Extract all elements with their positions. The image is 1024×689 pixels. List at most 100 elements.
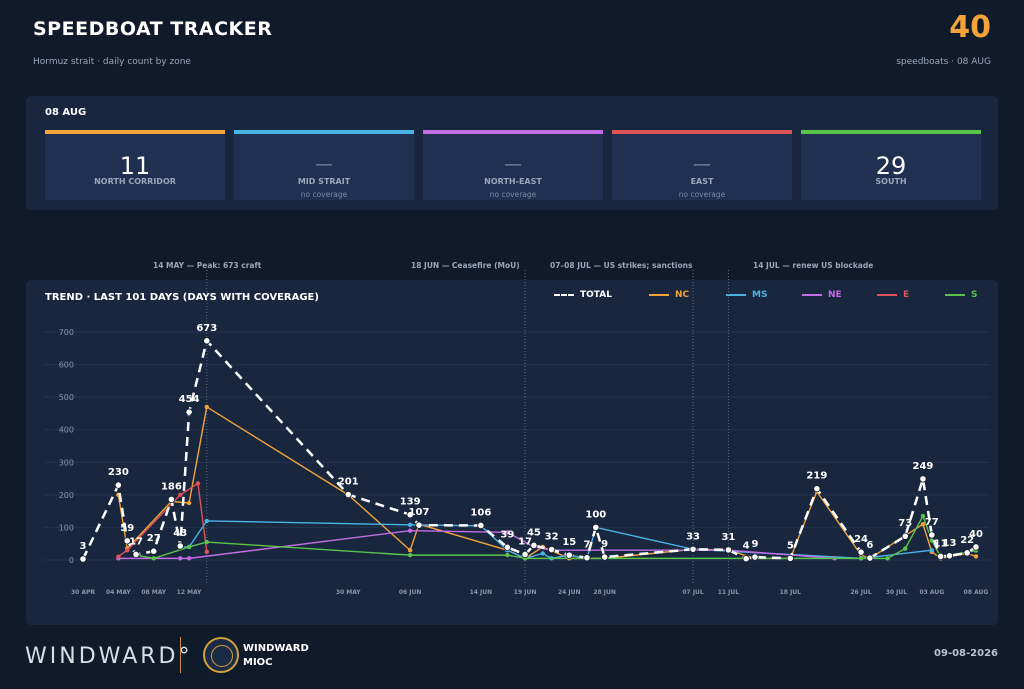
data-point-total — [742, 555, 750, 563]
org-name-line2: MIOC — [243, 657, 273, 668]
footer-divider — [180, 637, 181, 673]
data-label: 59 — [120, 523, 134, 534]
data-point-total — [132, 550, 140, 559]
data-point-s — [186, 544, 192, 550]
data-point-s — [407, 552, 413, 558]
zone-name: MID STRAIT — [297, 177, 351, 186]
x-tick-label: 08 MAY — [141, 589, 166, 596]
total-caption: speedboats · 08 AUG — [896, 57, 991, 67]
total-count: 40 — [949, 10, 991, 45]
data-label: 24 — [854, 534, 868, 545]
data-point-total — [919, 475, 927, 483]
windward-logo: WINDWARD° — [25, 644, 193, 669]
legend-label: NC — [675, 290, 690, 300]
legend-item-ne[interactable]: NE — [802, 290, 842, 300]
data-point-ms — [540, 551, 545, 556]
data-point-nc — [920, 521, 926, 527]
x-tick-label: 30 APR — [71, 589, 95, 596]
x-tick-label: 06 JUN — [399, 589, 422, 596]
x-tick-label: 30 JUL — [886, 589, 908, 596]
data-label: 230 — [108, 467, 129, 478]
zone-date: 08 AUG — [45, 107, 87, 118]
data-point-e — [178, 492, 183, 498]
data-point-total — [689, 545, 697, 553]
y-tick-label: 300 — [59, 458, 74, 467]
zone-value: 11 — [119, 152, 151, 180]
data-label: 3 — [80, 541, 87, 552]
data-point-nc — [204, 404, 209, 410]
zone-color-bar — [801, 130, 981, 134]
data-point-ne — [505, 530, 510, 535]
data-label: 186 — [161, 481, 182, 492]
x-tick-label: 24 JUN — [558, 589, 581, 596]
data-point-ms — [204, 518, 209, 524]
data-point-total — [972, 543, 980, 551]
data-point-total — [928, 531, 936, 539]
legend-line — [649, 294, 669, 296]
event-label-ceasefire: 18 JUN — Ceasefire (MoU) — [411, 261, 520, 270]
data-point-s — [929, 538, 934, 543]
data-label: 249 — [913, 461, 934, 472]
x-tick-label: 12 MAY — [177, 589, 202, 596]
data-label: 5 — [787, 540, 794, 551]
legend-label: TOTAL — [580, 290, 612, 300]
zone-name: NORTH CORRIDOR — [94, 177, 176, 186]
y-tick-label: 700 — [59, 328, 74, 337]
page-subtitle: Hormuz strait · daily count by zone — [33, 57, 191, 67]
data-point-total — [751, 553, 759, 561]
data-label: 9 — [601, 539, 608, 550]
data-point-total — [963, 549, 971, 557]
legend-line — [877, 294, 897, 296]
data-label: 7 — [583, 540, 590, 551]
data-label: 107 — [409, 507, 430, 518]
legend-item-ms[interactable]: MS — [726, 290, 767, 300]
zone-color-bar — [423, 130, 603, 134]
legend-item-total[interactable]: TOTAL — [554, 290, 612, 300]
data-label: 77 — [925, 517, 939, 528]
legend-line — [554, 294, 574, 296]
legend-item-s[interactable]: S — [945, 290, 977, 300]
zone-card-north-east: — NORTH-EAST no coverage — [423, 130, 603, 200]
event-label-strikes: 07–08 JUL — US strikes; sanctions — [550, 261, 693, 270]
x-tick-label: 18 JUL — [780, 589, 802, 596]
data-point-ne — [178, 556, 183, 561]
x-tick-label: 11 JUL — [718, 589, 740, 596]
data-point-total — [548, 545, 556, 554]
data-point-e — [116, 554, 121, 559]
x-tick-label: 07 JUL — [682, 589, 704, 596]
page-title: SPEEDBOAT TRACKER — [33, 18, 273, 40]
data-point-ne — [407, 528, 413, 533]
data-label: 32 — [545, 532, 559, 543]
data-label: 13 — [943, 538, 957, 549]
data-point-total — [724, 546, 733, 554]
zone-note: no coverage — [489, 190, 537, 199]
data-label: 201 — [338, 477, 359, 488]
data-point-total — [813, 485, 821, 493]
x-tick-label: 28 JUN — [593, 589, 616, 596]
org-name-line1: WINDWARD — [243, 643, 309, 654]
zone-card-east: — EAST no coverage — [612, 130, 792, 200]
data-label: 17 — [518, 536, 532, 547]
data-point-total — [79, 555, 87, 563]
legend-item-e[interactable]: E — [877, 290, 909, 300]
series-line-total — [81, 339, 977, 560]
data-label: 39 — [500, 529, 514, 540]
data-label: 43 — [173, 528, 187, 539]
data-label: 17 — [129, 536, 143, 547]
data-point-total — [857, 548, 865, 556]
data-point-total — [203, 337, 211, 345]
data-point-s — [920, 513, 926, 519]
data-point-s — [858, 556, 864, 561]
data-point-total — [601, 553, 609, 561]
data-label: 6 — [866, 540, 873, 551]
zone-panel: 08 AUG 11 NORTH CORRIDOR — MID STRAIT no… — [26, 96, 998, 210]
data-point-total — [415, 521, 423, 529]
zone-name: NORTH-EAST — [484, 177, 542, 186]
data-point-nc — [407, 548, 413, 553]
data-point-total — [592, 523, 600, 532]
x-tick-label: 19 JUN — [514, 589, 537, 596]
legend-item-nc[interactable]: NC — [649, 290, 689, 300]
chart-panel: TREND · LAST 101 DAYS (DAYS WITH COVERAG… — [26, 280, 998, 625]
data-point-total — [937, 552, 945, 561]
x-tick-label: 14 JUN — [470, 589, 493, 596]
